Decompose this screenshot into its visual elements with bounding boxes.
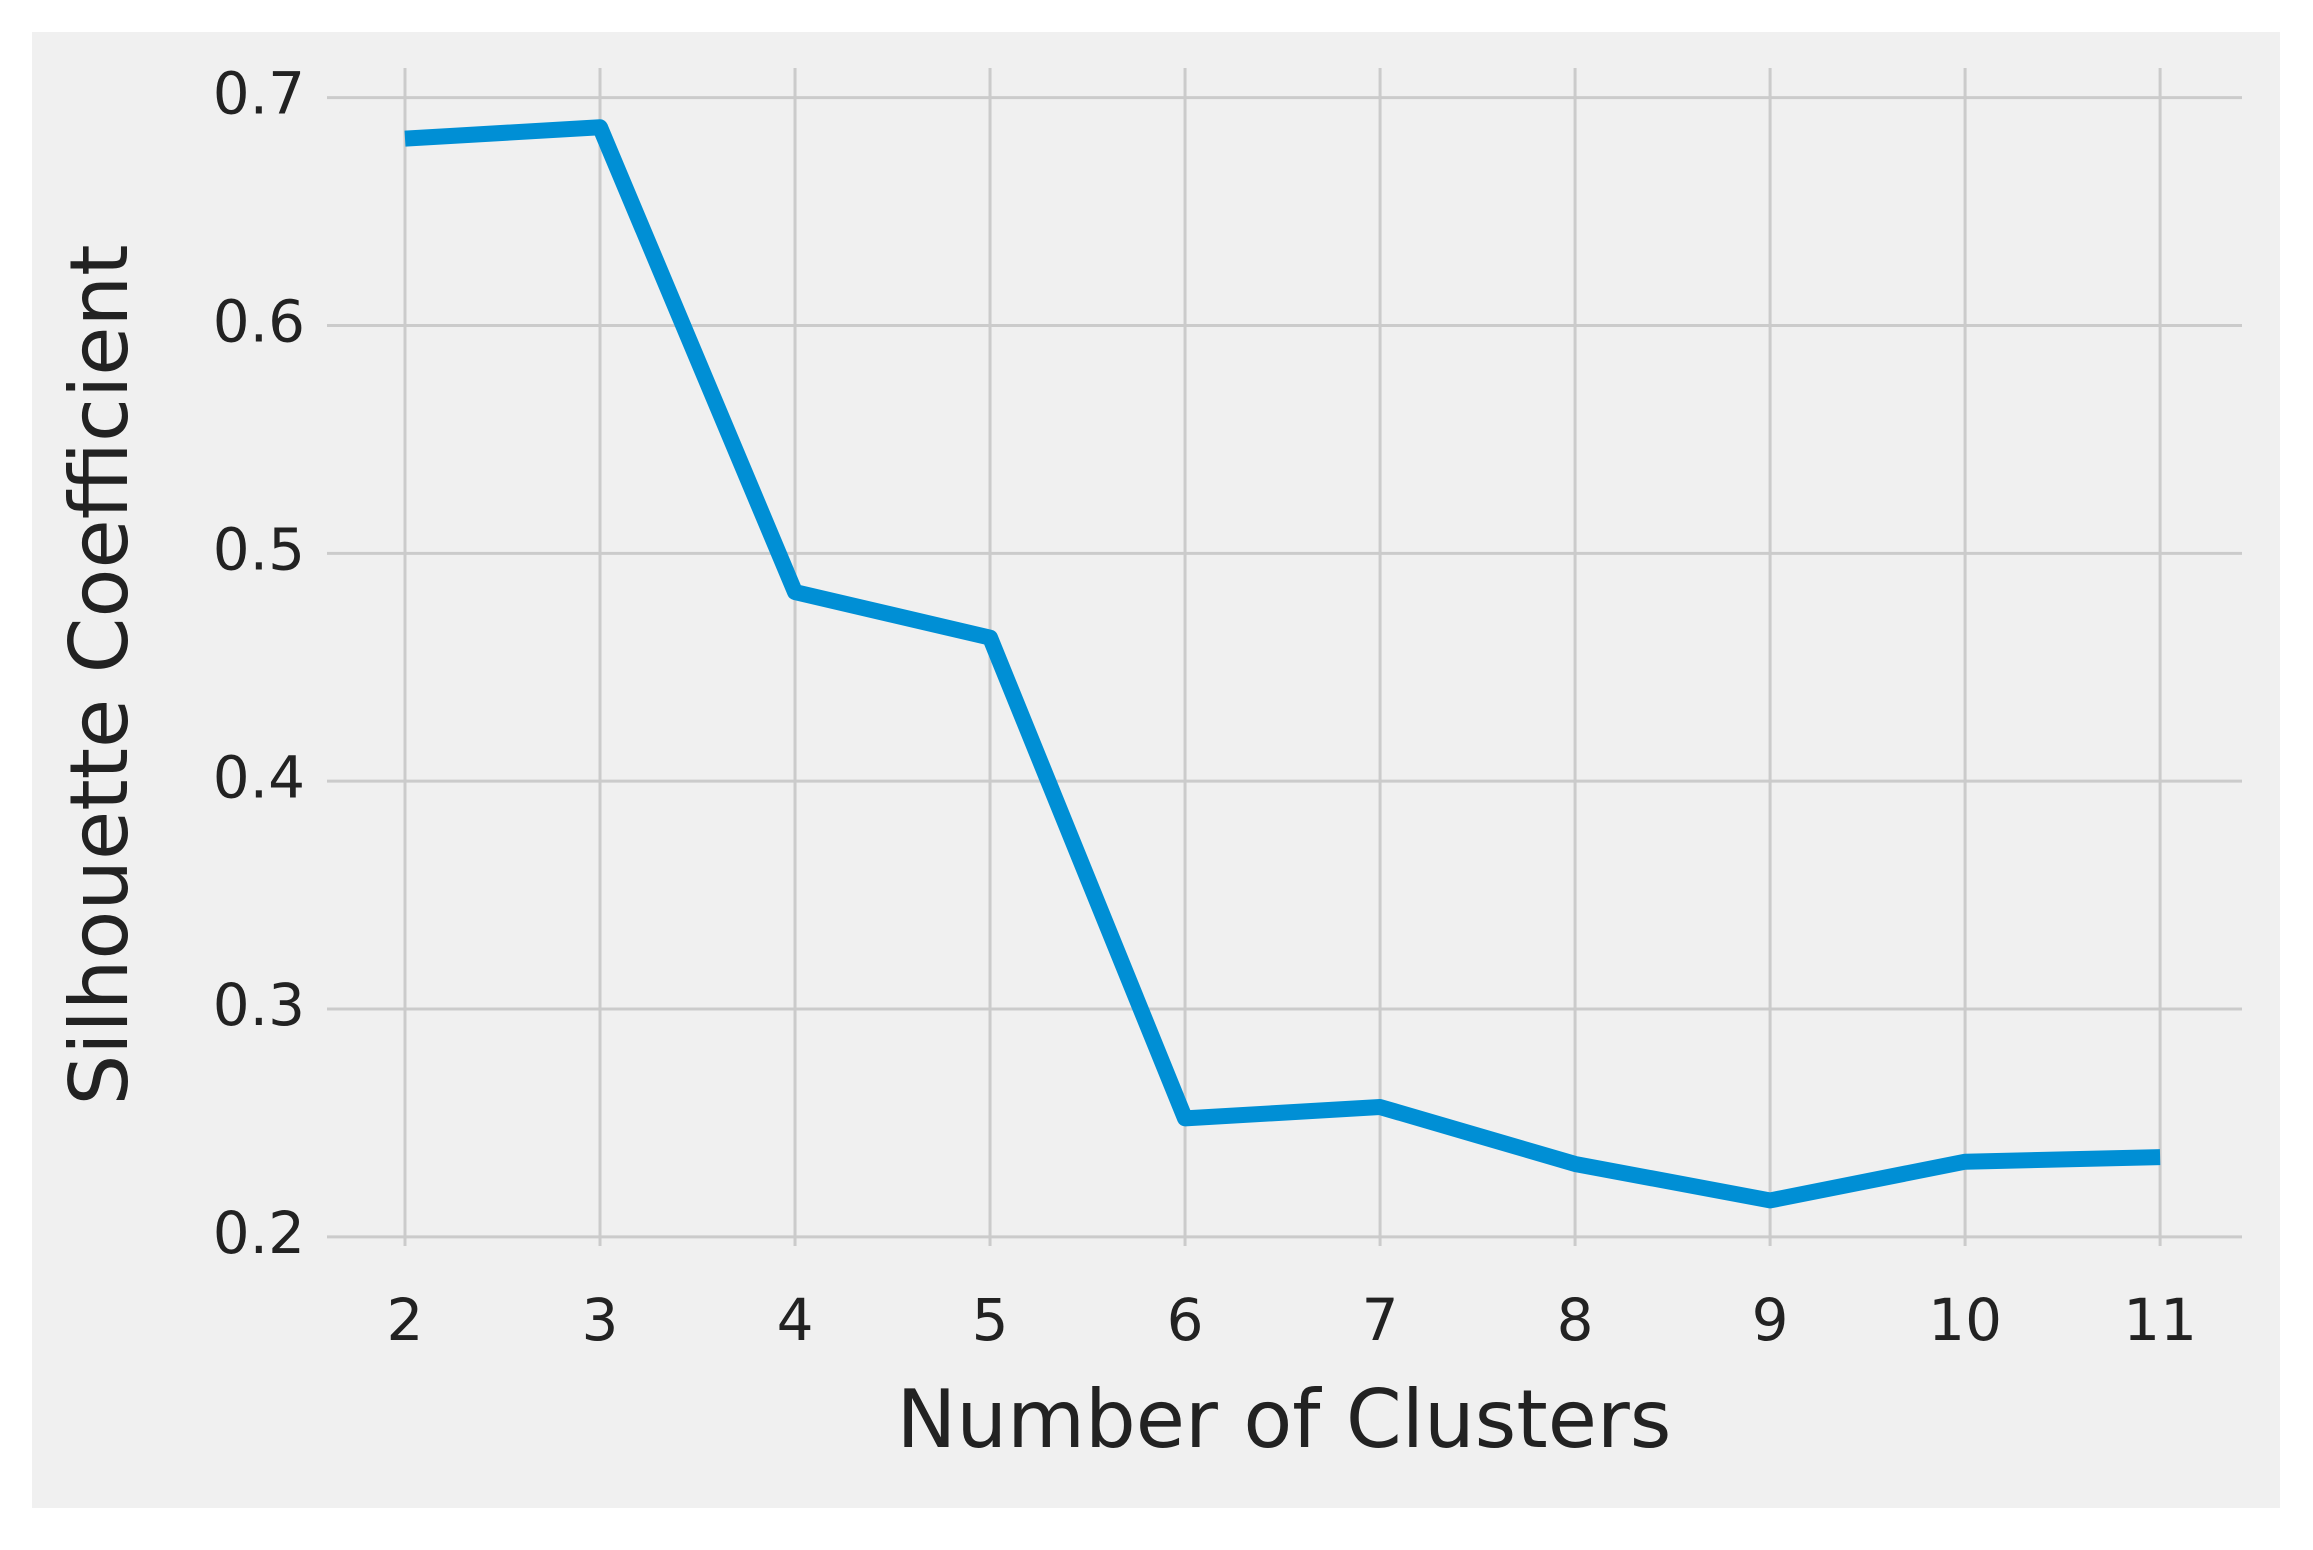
x-tick-label: 2 <box>387 1286 424 1354</box>
x-tick-label: 11 <box>2123 1286 2197 1354</box>
y-tick-label: 0.6 <box>213 288 305 356</box>
x-tick-label: 9 <box>1752 1286 1789 1354</box>
x-tick-label: 3 <box>582 1286 619 1354</box>
y-tick-label: 0.3 <box>213 971 305 1039</box>
x-tick-label: 8 <box>1557 1286 1594 1354</box>
x-axis-label: Number of Clusters <box>897 1373 1672 1466</box>
y-axis-label: Silhouette Coefficient <box>53 244 146 1105</box>
x-tick-label: 7 <box>1362 1286 1399 1354</box>
figure-background <box>32 32 2280 1508</box>
x-tick-label: 4 <box>777 1286 814 1354</box>
x-tick-label: 6 <box>1167 1286 1204 1354</box>
y-tick-label: 0.7 <box>213 60 305 128</box>
x-tick-label: 10 <box>1928 1286 2002 1354</box>
data-line <box>404 119 2161 1209</box>
y-tick-label: 0.5 <box>213 515 305 583</box>
y-tick-label: 0.4 <box>213 743 305 811</box>
x-tick-label: 5 <box>972 1286 1009 1354</box>
y-tick-label: 0.2 <box>213 1199 305 1267</box>
